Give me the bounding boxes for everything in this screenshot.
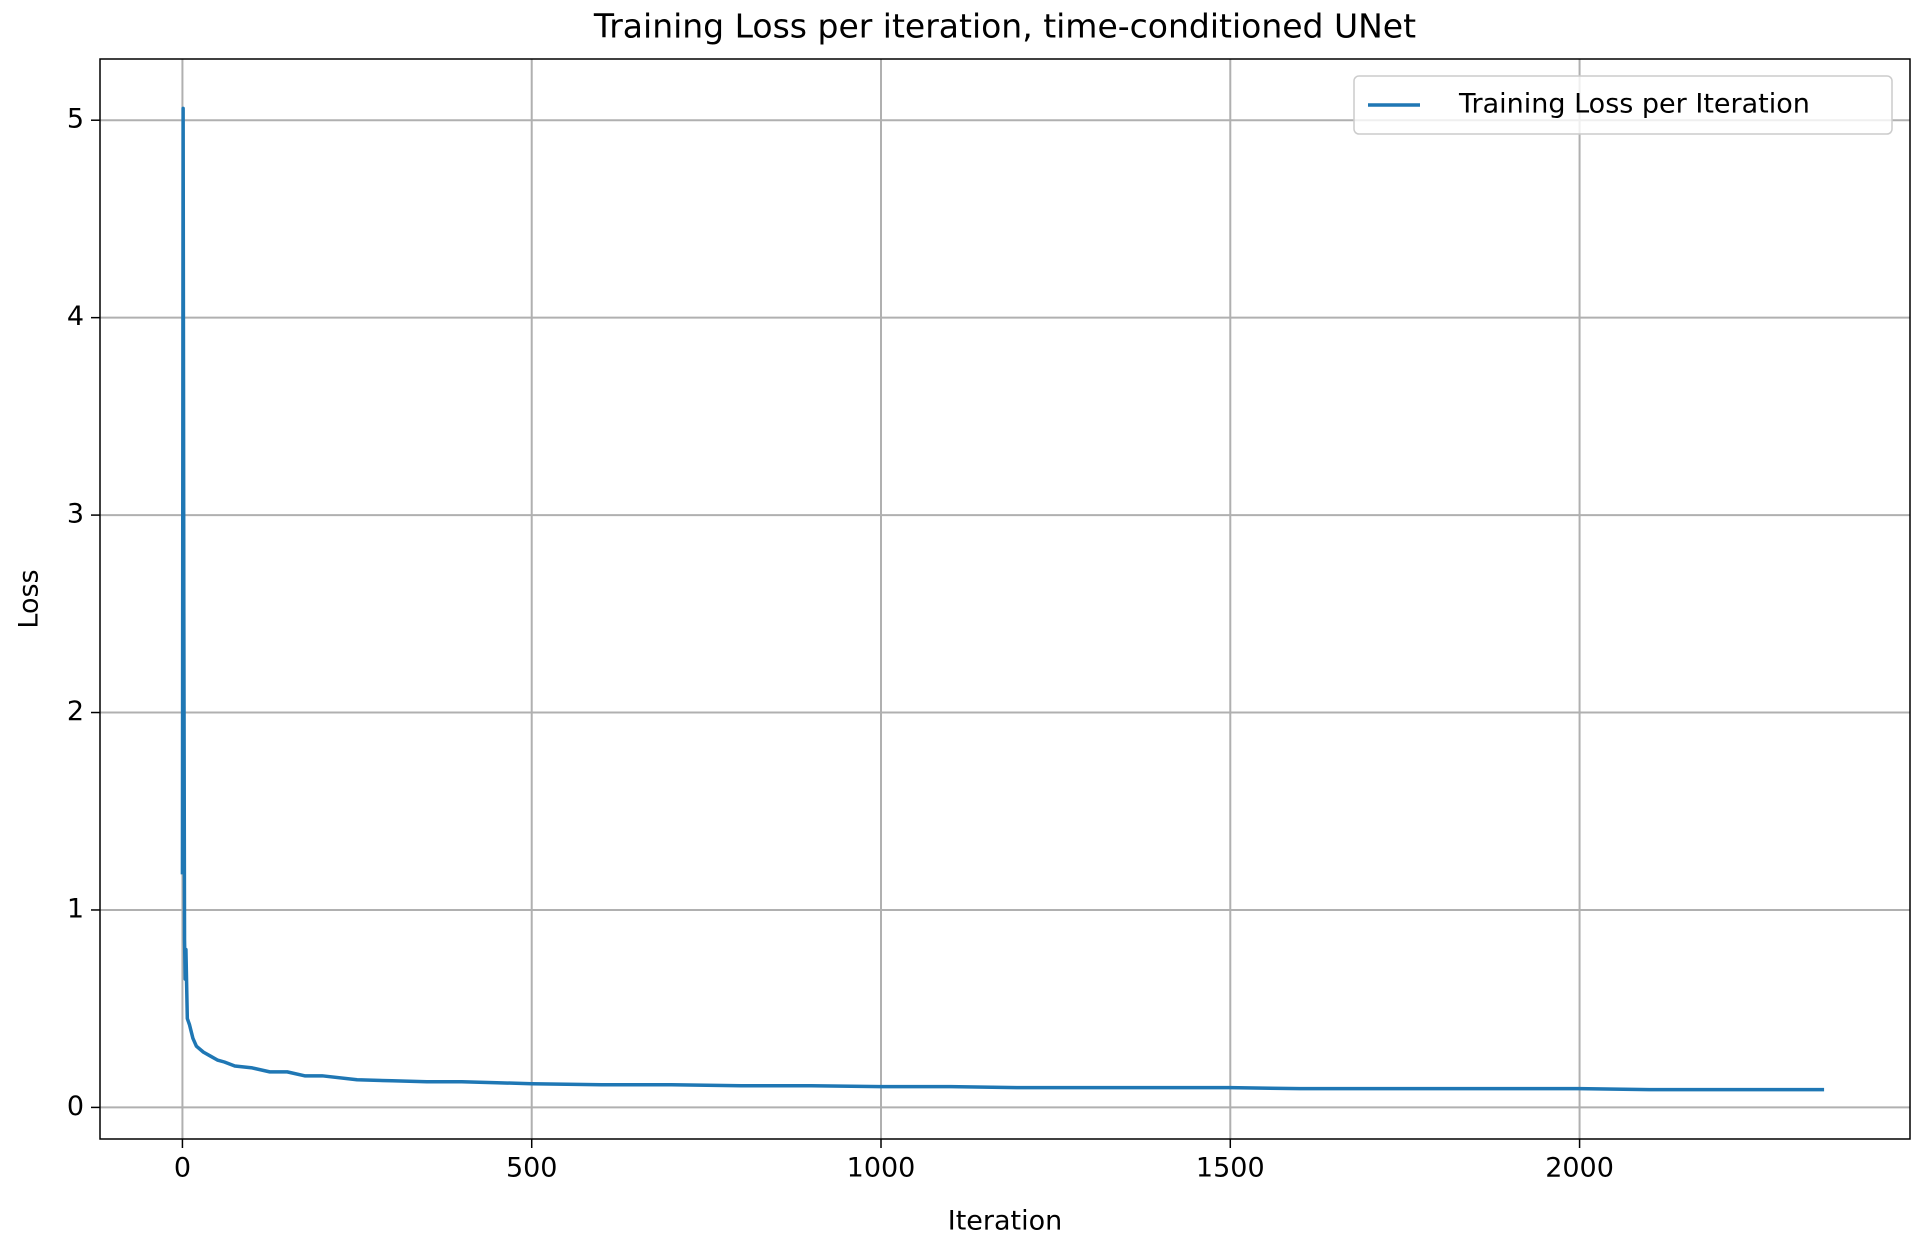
y-axis-label: Loss (14, 569, 45, 628)
y-tick-label: 4 (67, 301, 84, 332)
plot-frame (99, 58, 1911, 1140)
x-tick-label: 2000 (1545, 1153, 1614, 1184)
y-tick-label: 2 (67, 696, 84, 727)
loss-line (180, 106, 1825, 1092)
x-tick-label: 1000 (847, 1153, 916, 1184)
x-tick-label: 500 (506, 1153, 558, 1184)
chart-title: Training Loss per iteration, time-condit… (593, 7, 1416, 46)
y-tick-label: 1 (67, 893, 84, 924)
legend-box (1353, 75, 1893, 135)
x-tick-label: 0 (174, 1153, 191, 1184)
x-tick-label: 1500 (1196, 1153, 1265, 1184)
legend-label: Training Loss per Iteration (1458, 89, 1810, 120)
y-tick-label: 3 (67, 499, 84, 530)
y-tick-label: 0 (67, 1091, 84, 1122)
y-tick-label: 5 (67, 104, 84, 135)
x-axis-label: Iteration (948, 1206, 1063, 1237)
